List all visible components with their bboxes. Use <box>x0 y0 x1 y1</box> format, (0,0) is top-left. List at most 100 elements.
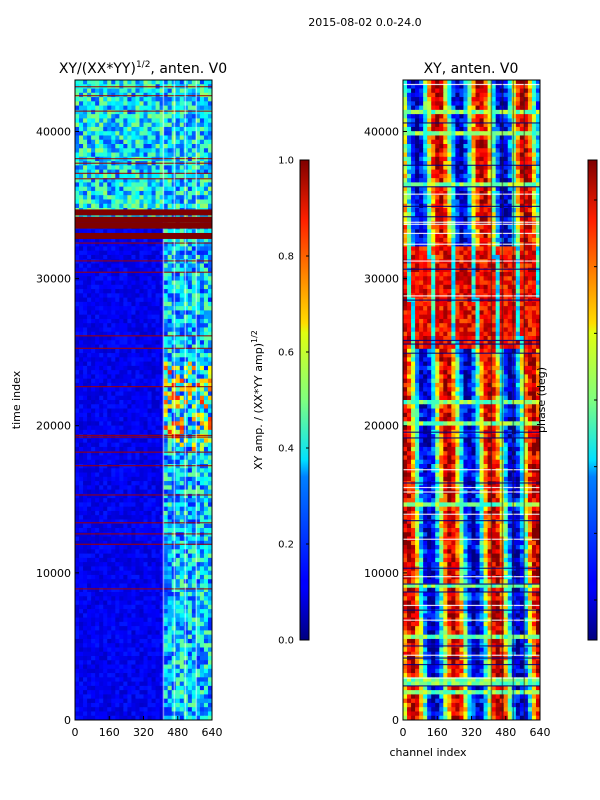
heat-cell <box>183 263 189 269</box>
heat-cell <box>167 493 173 499</box>
heat-cell <box>127 280 133 286</box>
heat-cell <box>151 135 157 141</box>
heat-cell <box>111 357 116 363</box>
heat-cell <box>103 498 108 503</box>
heat-cell <box>155 694 161 700</box>
heat-cell <box>103 400 108 405</box>
heat-cell <box>87 647 92 653</box>
heat-cell <box>95 246 100 252</box>
heat-cell <box>111 318 116 324</box>
heat-cell <box>115 417 120 422</box>
heat-cell <box>147 246 153 252</box>
heat-cell <box>107 600 112 606</box>
heat-cell <box>159 327 165 333</box>
heat-cell <box>87 353 92 358</box>
heat-cell <box>203 549 209 555</box>
heat-cell <box>195 630 201 636</box>
heat-cell <box>115 690 120 695</box>
heat-cell <box>167 528 173 533</box>
heat-cell <box>91 306 96 311</box>
heat-cell <box>123 476 128 482</box>
heat-cell <box>151 476 157 482</box>
heat-cell <box>179 131 185 137</box>
heat-cell <box>187 660 193 666</box>
heat-cell <box>107 267 112 273</box>
heat-cell <box>95 489 100 495</box>
heat-cell <box>199 348 205 354</box>
heat-cell <box>139 643 145 649</box>
heat-cell <box>199 600 205 606</box>
heat-cell <box>75 668 80 674</box>
heat-cell <box>115 306 120 311</box>
heat-cell <box>203 126 209 132</box>
heat-cell <box>115 237 120 243</box>
heat-cell <box>163 506 169 512</box>
heat-cell <box>199 182 205 188</box>
heat-cell <box>183 344 189 350</box>
heat-cell <box>123 442 128 448</box>
heat-cell <box>159 361 165 367</box>
heat-cell <box>87 387 92 393</box>
heat-cell <box>199 259 205 265</box>
heat-cell <box>203 476 209 482</box>
heat-cell <box>203 519 209 525</box>
heat-cell <box>199 664 205 670</box>
heat-cell <box>83 698 88 704</box>
heat-cell <box>207 105 212 111</box>
heat-cell <box>87 370 92 375</box>
heat-cell <box>191 353 197 358</box>
heat-cell <box>183 574 189 580</box>
heat-cell <box>135 237 141 243</box>
heat-cell <box>143 310 149 316</box>
heat-cell <box>203 114 209 119</box>
heat-cell <box>159 152 165 158</box>
heat-cell <box>119 165 124 171</box>
heat-cell <box>91 630 96 636</box>
heat-cell <box>139 126 145 132</box>
heat-cell <box>143 476 149 482</box>
heat-cell <box>111 545 116 550</box>
heat-cell <box>159 681 165 687</box>
heat-cell <box>199 656 205 661</box>
heat-cell <box>107 570 112 576</box>
heat-cell <box>139 318 145 324</box>
heat-cell <box>135 656 141 661</box>
heat-cell <box>139 621 145 627</box>
heat-cell <box>79 289 84 294</box>
heat-cell <box>83 421 88 427</box>
heat-cell <box>167 481 173 486</box>
heat-cell <box>199 630 205 636</box>
heat-cell <box>163 668 169 674</box>
heat-cell <box>111 621 116 627</box>
heat-cell <box>187 182 193 188</box>
heat-cell <box>111 105 116 111</box>
heat-cell <box>167 566 173 572</box>
heat-cell <box>159 156 165 162</box>
heat-cell <box>87 276 92 282</box>
heat-cell <box>115 293 120 299</box>
heat-cell <box>203 272 209 277</box>
heat-cell <box>127 152 133 158</box>
heat-cell <box>139 673 145 678</box>
heat-cell <box>175 242 181 247</box>
heat-cell <box>123 446 128 452</box>
heat-cell <box>83 446 88 452</box>
heat-cell <box>131 621 137 627</box>
heat-cell <box>195 178 201 183</box>
heat-cell <box>107 144 112 149</box>
heat-cell <box>111 408 116 414</box>
heat-cell <box>159 357 165 363</box>
heat-cell <box>107 464 112 469</box>
heat-cell <box>163 596 169 602</box>
heat-cell <box>91 293 96 299</box>
heat-cell <box>111 353 116 358</box>
heat-cell <box>203 318 209 324</box>
heat-cell <box>179 429 185 435</box>
heat-cell <box>79 246 84 252</box>
heat-cell <box>131 391 137 397</box>
heat-cell <box>95 357 100 363</box>
heat-cell <box>111 186 116 192</box>
heat-cell <box>123 698 128 704</box>
heat-cell <box>163 455 169 461</box>
heat-cell <box>147 336 153 341</box>
